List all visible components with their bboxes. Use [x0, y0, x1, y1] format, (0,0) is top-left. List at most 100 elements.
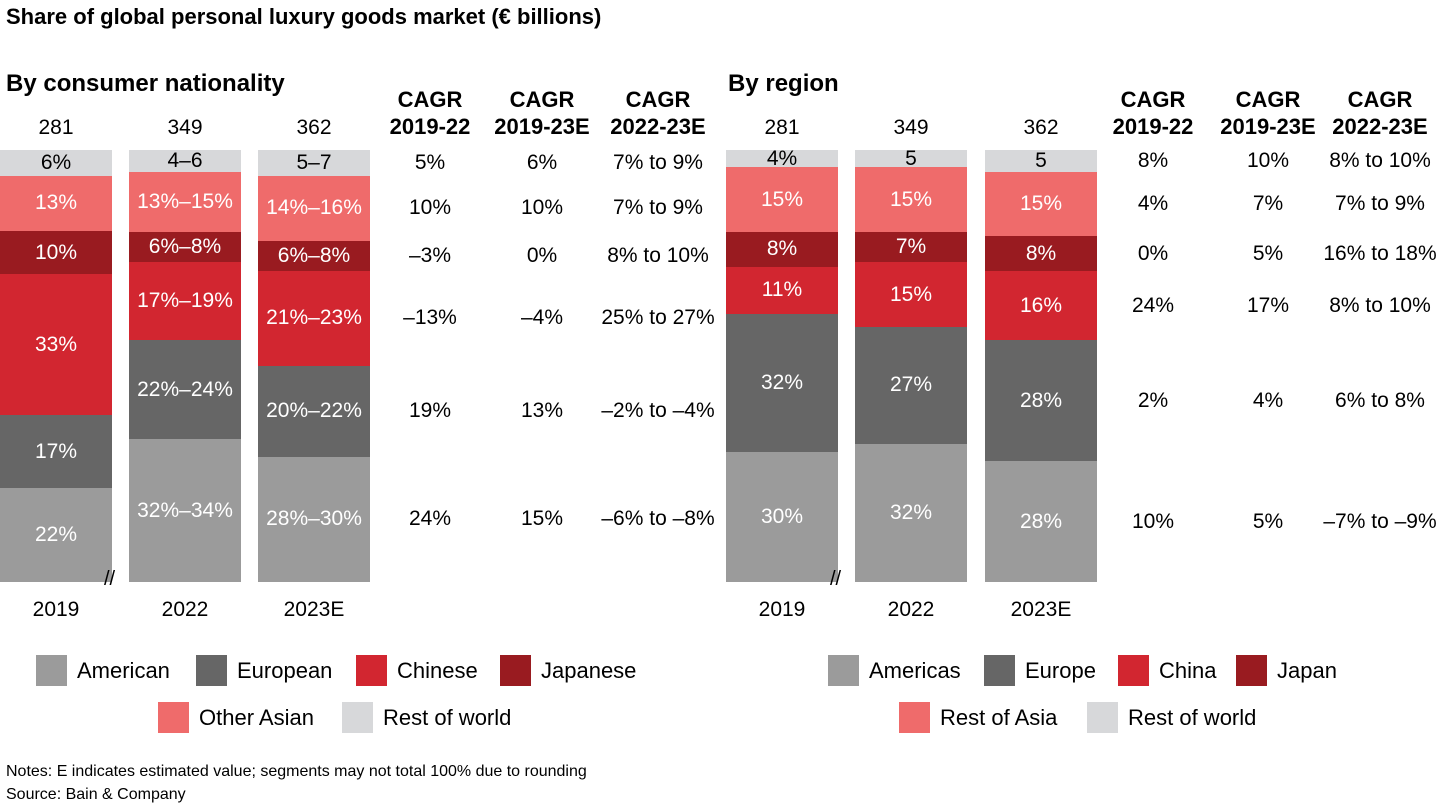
legend-item: Chinese [356, 655, 478, 686]
data-label: 8% [1025, 241, 1057, 265]
legend-label: China [1159, 657, 1217, 683]
cagr-value: 8% [1137, 148, 1169, 172]
cagr-value: 7% to 9% [613, 196, 703, 220]
bar-segment-american: 32% [855, 443, 967, 582]
legend-swatch [356, 655, 387, 686]
legend-item: European [196, 655, 332, 686]
data-label: 7% [895, 235, 927, 259]
cagr-value: 17% [1246, 293, 1290, 317]
bar-segment-other_asian: 13%–15% [129, 171, 241, 233]
cagr-header: CAGR 2019-22 [1088, 86, 1218, 140]
legend-swatch [36, 655, 67, 686]
data-label: 13% [34, 191, 78, 215]
bar-segment-american: 28% [985, 461, 1097, 582]
legend-label: Americas [869, 657, 961, 683]
bar-total-label: 281 [764, 116, 800, 139]
legend-item: China [1118, 655, 1216, 686]
legend-label: American [77, 657, 170, 683]
cagr-value: 16% to 18% [1323, 241, 1437, 265]
cagr-header: CAGR 2019-23E [477, 86, 607, 140]
bar-segment-american: 32%–34% [129, 439, 241, 582]
legend-swatch [899, 702, 930, 733]
cagr-header-line: CAGR [397, 87, 463, 112]
cagr-value: 6% to 8% [1335, 388, 1425, 412]
legend-swatch [342, 702, 373, 733]
bar-total-label: 362 [296, 116, 332, 139]
bar-segment-chinese: 21%–23% [258, 270, 370, 366]
bar-segment-european: 22%–24% [129, 340, 241, 440]
data-label: 21%–23% [266, 306, 362, 330]
cagr-value: 0% [526, 243, 558, 267]
legend-item: Other Asian [158, 702, 314, 733]
data-label: 13%–15% [137, 189, 233, 213]
category-label: 2019 [32, 598, 80, 621]
bar-segment-chinese: 17%–19% [129, 262, 241, 341]
cagr-header-line: CAGR [1120, 87, 1186, 112]
data-label: 4–6 [167, 148, 203, 172]
data-label: 16% [1019, 293, 1063, 317]
data-label: 15% [889, 187, 933, 211]
category-label: 2019 [758, 598, 806, 621]
bar-segment-other_asian: 15% [855, 167, 967, 233]
legend-swatch [1236, 655, 1267, 686]
stacked-bar: 32%–34% 22%–24% 17%–19% 6%–8% 13%–15% 4–6 [129, 148, 241, 582]
data-label: 30% [760, 505, 804, 529]
stacked-bar: 22% 17% 33% 10% 13% 6% [0, 150, 112, 582]
bar-segment-japanese: 7% [855, 232, 967, 263]
cagr-header-line: 2022-23E [610, 114, 706, 139]
cagr-value: 10% [520, 196, 564, 220]
cagr-value: 4% [1252, 388, 1284, 412]
source-text: Source: Bain & Company [6, 786, 186, 803]
cagr-header-line: CAGR [509, 87, 575, 112]
cagr-value: 5% [1252, 509, 1284, 533]
cagr-header: CAGR 2022-23E [593, 86, 723, 140]
data-label: 15% [760, 187, 804, 211]
legend-label: Rest of Asia [940, 704, 1058, 730]
legend-label: Europe [1025, 657, 1096, 683]
notes-text: Notes: E indicates estimated value; segm… [6, 763, 587, 780]
category-label: 2023E [283, 598, 345, 621]
cagr-value: 15% [520, 507, 564, 531]
data-label: 6% [40, 150, 72, 174]
data-label: 5–7 [296, 150, 332, 174]
bar-segment-rest_of_world: 5 [985, 149, 1097, 172]
axis-break-icon: // [830, 568, 842, 590]
chart-title: Share of global personal luxury goods ma… [6, 4, 602, 29]
category-label: 2022 [161, 598, 209, 621]
data-label: 32% [760, 371, 804, 395]
bar-segment-japanese: 6%–8% [129, 232, 241, 263]
bar-segment-rest_of_world: 5–7 [258, 150, 370, 176]
data-label: 28% [1019, 388, 1063, 412]
bar-segment-rest_of_world: 4–6 [129, 148, 241, 172]
data-label: 5 [905, 146, 917, 170]
data-label: 11% [761, 278, 803, 302]
data-label: 4% [766, 146, 798, 170]
cagr-value: 0% [1137, 241, 1169, 265]
bar-segment-rest_of_world: 6% [0, 150, 112, 176]
legend-item: Europe [984, 655, 1096, 686]
legend-label: Rest of world [1128, 704, 1257, 730]
cagr-value: 8% to 10% [1329, 148, 1431, 172]
legend-item: Rest of world [1087, 702, 1256, 733]
bar-segment-chinese: 15% [855, 262, 967, 328]
legend-swatch [158, 702, 189, 733]
bar-segment-other_asian: 15% [985, 171, 1097, 237]
bar-segment-other_asian: 15% [726, 167, 838, 233]
data-label: 22%–24% [137, 377, 233, 401]
bar-segment-european: 32% [726, 314, 838, 453]
bar-segment-chinese: 33% [0, 274, 112, 416]
category-label: 2023E [1010, 598, 1072, 621]
bar-segment-chinese: 11% [726, 266, 838, 315]
cagr-value: –7% to –9% [1323, 509, 1437, 533]
stacked-bar: 30% 32% 11% 8% 15% 4% [726, 146, 838, 582]
cagr-value: 10% [408, 196, 452, 220]
cagr-header-line: CAGR [1347, 87, 1413, 112]
cagr-value: 5% [414, 150, 446, 174]
cagr-value: 25% to 27% [601, 306, 715, 330]
cagr-value: 24% [1131, 293, 1175, 317]
legend-swatch [1087, 702, 1118, 733]
cagr-value: 5% [1252, 241, 1284, 265]
panel-title: By region [728, 70, 839, 97]
panel-title: By consumer nationality [6, 70, 285, 97]
legend-label: European [237, 657, 333, 683]
